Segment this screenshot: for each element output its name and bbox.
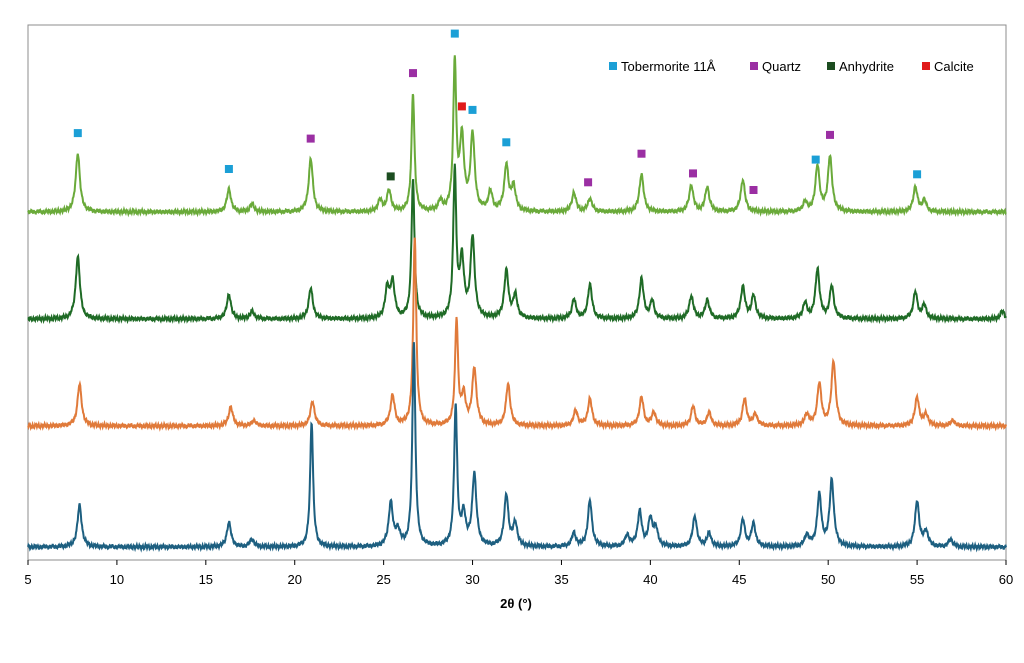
legend-label-3: Anhydrite (839, 59, 894, 74)
phase-marker-16 (913, 170, 922, 179)
series-2-line (27, 163, 1007, 325)
phase-marker-6 (450, 29, 459, 38)
x-tick-label-45: 45 (732, 572, 746, 587)
series-3-line (27, 237, 1007, 432)
phase-marker-5 (409, 69, 417, 78)
phase-marker-8 (468, 105, 477, 114)
legend-label-4: Calcite (934, 59, 974, 74)
x-tick-label-25: 25 (376, 572, 390, 587)
legend-label-1: Tobermorite 11Å (621, 59, 716, 74)
x-tick-label-20: 20 (287, 572, 301, 587)
x-axis-ticks: 5 10 15 20 25 30 35 40 45 50 55 60 (24, 560, 1013, 587)
legend-swatch-1 (609, 62, 617, 70)
phase-marker-9 (502, 138, 511, 147)
series-4-line (27, 342, 1007, 553)
x-tick-label-40: 40 (643, 572, 657, 587)
legend: Tobermorite 11Å Quartz Anhydrite Calcite (609, 59, 974, 74)
series-1-line (27, 55, 1007, 218)
phase-marker-13 (749, 186, 758, 194)
phase-marker-15 (826, 130, 834, 139)
phase-markers (73, 29, 922, 194)
phase-marker-12 (689, 169, 697, 178)
phase-marker-14 (811, 155, 820, 164)
phase-marker-10 (584, 178, 593, 187)
x-tick-label-10: 10 (110, 572, 124, 587)
phase-marker-2 (224, 165, 233, 173)
phase-marker-1 (73, 129, 82, 138)
phase-marker-7 (457, 102, 466, 111)
x-tick-label-15: 15 (199, 572, 213, 587)
phase-marker-11 (637, 149, 646, 158)
legend-label-2: Quartz (762, 59, 801, 74)
phase-marker-3 (306, 134, 315, 143)
x-tick-label-50: 50 (821, 572, 835, 587)
legend-swatch-2 (750, 62, 758, 70)
x-axis-label: 2θ (°) (500, 596, 532, 611)
plot-frame (27, 24, 1007, 561)
phase-marker-4 (386, 172, 395, 181)
x-tick-label-35: 35 (554, 572, 568, 587)
x-tick-label-60: 60 (999, 572, 1013, 587)
x-tick-label-30: 30 (465, 572, 479, 587)
legend-swatch-4 (922, 62, 930, 70)
x-tick-label-5: 5 (24, 572, 31, 587)
series-layer (27, 55, 1007, 553)
legend-swatch-3 (827, 62, 835, 70)
x-tick-label-55: 55 (910, 572, 924, 587)
